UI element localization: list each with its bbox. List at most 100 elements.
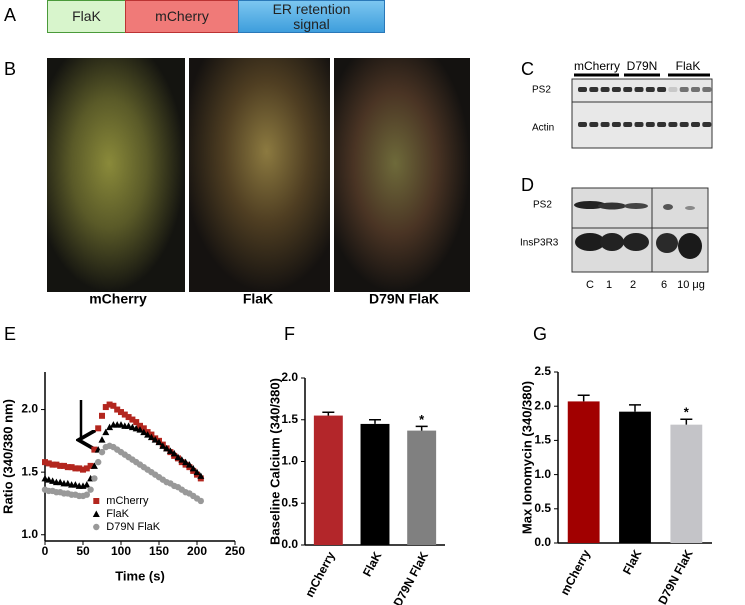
band	[611, 87, 621, 92]
y-tick-label: 2.0	[21, 402, 38, 416]
point	[170, 449, 178, 457]
band	[611, 122, 621, 127]
x-tick-label: D79N FlaK	[655, 547, 696, 605]
bar	[407, 430, 437, 545]
point	[95, 425, 102, 432]
point	[102, 428, 110, 436]
legend-marker	[92, 510, 100, 517]
point	[136, 426, 144, 433]
point	[91, 446, 98, 453]
band	[623, 87, 633, 92]
point	[197, 497, 204, 505]
point	[87, 486, 94, 493]
error-bar	[680, 418, 693, 425]
band	[645, 122, 655, 127]
band	[702, 87, 712, 92]
point	[155, 438, 163, 446]
point	[53, 461, 60, 468]
band	[589, 122, 599, 127]
point	[68, 464, 75, 471]
x-tick-label: 50	[76, 544, 90, 558]
band	[691, 122, 700, 127]
point	[117, 421, 125, 428]
point	[144, 431, 152, 438]
point	[174, 453, 182, 461]
point	[128, 423, 136, 431]
point	[133, 419, 140, 426]
micrograph	[334, 58, 470, 292]
point	[98, 448, 106, 456]
point	[83, 491, 91, 498]
band	[623, 233, 649, 251]
band	[678, 233, 702, 259]
row-label: Actin	[532, 123, 554, 134]
band	[702, 122, 712, 127]
point	[90, 462, 98, 469]
point	[41, 474, 49, 482]
x-tick-label: FlaK	[360, 549, 385, 579]
point	[178, 456, 186, 463]
y-tick-label: 0.5	[281, 495, 298, 509]
point	[185, 461, 193, 468]
y-tick-label: 2.0	[281, 370, 298, 384]
point	[140, 425, 147, 432]
x-tick-label: 200	[187, 544, 207, 558]
x-tick-label: 0	[42, 544, 49, 558]
annotation: *	[684, 405, 690, 420]
annotation: *	[419, 412, 425, 427]
point	[121, 411, 128, 418]
caption: FlaK	[243, 291, 273, 307]
error-bar	[629, 404, 641, 412]
band	[634, 87, 644, 92]
point	[110, 402, 117, 409]
point	[45, 476, 53, 483]
point	[83, 481, 91, 488]
point	[151, 436, 159, 443]
legend-marker	[93, 523, 100, 531]
panel-label: F	[284, 324, 295, 344]
point	[98, 436, 106, 443]
lane-label: 1	[606, 279, 612, 291]
panel-label: B	[4, 59, 16, 79]
point	[197, 472, 205, 479]
band	[574, 201, 606, 209]
point	[140, 428, 148, 436]
bands	[578, 87, 712, 127]
bar	[619, 411, 651, 543]
legend-label: D79N FlaK	[106, 521, 160, 533]
legend-label: mCherry	[106, 495, 149, 507]
lane-label: 6	[661, 279, 667, 291]
x-tick-label: 250	[225, 544, 245, 558]
band	[668, 87, 678, 92]
band	[668, 122, 678, 127]
panel-label: C	[521, 59, 534, 79]
band	[575, 233, 605, 251]
point	[129, 416, 136, 423]
segment-er: ER retention signal	[238, 0, 385, 33]
point	[132, 424, 140, 432]
row-label: PS2	[532, 85, 551, 96]
band	[685, 206, 695, 210]
point	[64, 464, 71, 471]
point	[83, 465, 90, 472]
segment-flak: FlaK	[47, 0, 126, 33]
point	[42, 459, 48, 466]
point	[71, 481, 79, 488]
point	[45, 460, 52, 467]
x-tick-label: mCherry	[302, 549, 338, 599]
x-axis-label: Time (s)	[115, 568, 165, 583]
point	[125, 422, 133, 429]
x-tick-label: D79N FlaK	[391, 549, 432, 605]
lane-label: 2	[630, 279, 636, 291]
point	[137, 422, 143, 429]
y-tick-label: 1.0	[21, 527, 38, 541]
point	[91, 475, 98, 482]
x-tick-label: 100	[111, 544, 131, 558]
bar	[313, 415, 343, 545]
y-tick-label: 1.0	[534, 467, 551, 481]
band	[657, 122, 667, 127]
point	[49, 461, 56, 468]
y-tick-label: 2.0	[534, 398, 551, 412]
caption: mCherry	[89, 291, 147, 307]
